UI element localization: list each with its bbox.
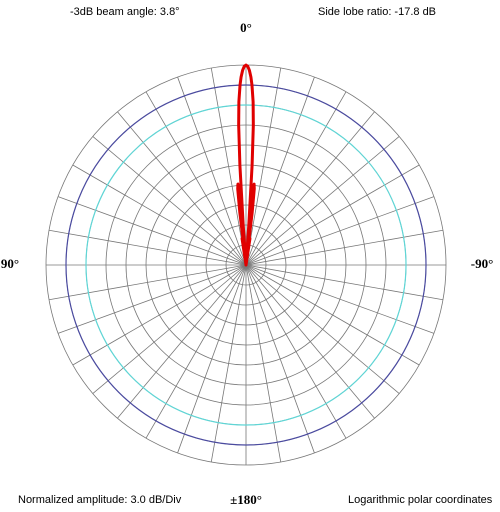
beam-angle: -3dB beam angle: 3.8°: [70, 6, 180, 18]
coordinate-type: Logarithmic polar coordinates: [348, 494, 493, 506]
ring: [165, 184, 327, 346]
beam-pattern: [236, 63, 256, 267]
ring: [185, 204, 307, 326]
angle-label: 0°: [240, 20, 252, 35]
ring: [205, 224, 287, 306]
angle-label: 90°: [1, 256, 19, 271]
reference-ring: [85, 104, 407, 426]
ring: [145, 164, 347, 366]
angle-label: -90°: [471, 256, 494, 271]
reference-ring: [65, 84, 427, 446]
angle-label: ±180°: [230, 492, 262, 507]
amplitude-scale: Normalized amplitude: 3.0 dB/Div: [18, 494, 182, 506]
ring: [125, 144, 367, 386]
side-lobe-ratio: Side lobe ratio: -17.8 dB: [318, 6, 436, 18]
ring: [105, 124, 387, 406]
